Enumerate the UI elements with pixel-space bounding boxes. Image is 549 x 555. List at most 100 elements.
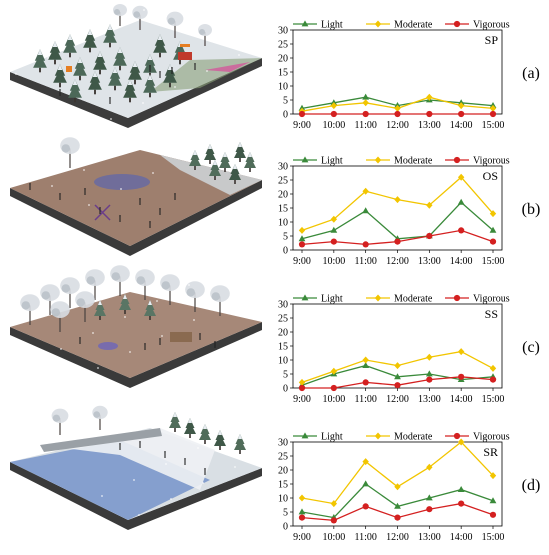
y-tick-label: 0 bbox=[283, 246, 288, 257]
data-point bbox=[298, 110, 306, 118]
x-tick-label: 14:00 bbox=[450, 256, 473, 267]
pine-tree-icon bbox=[184, 418, 196, 438]
legend-label: Moderate bbox=[394, 20, 433, 31]
series-vigorous bbox=[298, 373, 497, 392]
legend-label: Light bbox=[321, 20, 343, 31]
x-tick-label: 15:00 bbox=[482, 120, 505, 131]
legend-item-moderate: Moderate bbox=[366, 156, 433, 167]
bare-tree-icon bbox=[75, 291, 95, 322]
data-point bbox=[394, 110, 401, 118]
y-tick-label: 25 bbox=[278, 40, 288, 51]
pine-tree-icon bbox=[204, 144, 216, 164]
x-tick-label: 14:00 bbox=[450, 394, 473, 405]
data-point bbox=[489, 238, 497, 245]
x-tick-label: 12:00 bbox=[386, 394, 409, 405]
bare-tree-icon bbox=[60, 137, 80, 168]
data-point bbox=[394, 514, 401, 521]
bare-tree-icon bbox=[210, 285, 230, 316]
legend-label: Vigorous bbox=[473, 156, 510, 167]
data-point bbox=[489, 364, 497, 372]
chart-4: 0 5 10 15 20 25 30 9:00 10:00 11:00 12:00 13:00 14:0… bbox=[278, 432, 540, 544]
pine-tree-icon bbox=[234, 142, 246, 162]
data-point bbox=[394, 104, 401, 112]
x-tick-label: 9:00 bbox=[293, 394, 311, 405]
series-line bbox=[301, 176, 494, 232]
chart-2: 0 5 10 15 20 25 30 9:00 10:00 11:00 12:00 13:00 14:0… bbox=[278, 156, 540, 268]
x-tick-label: 12:00 bbox=[386, 532, 409, 543]
pine-tree-icon bbox=[93, 51, 107, 75]
legend-label: Moderate bbox=[394, 432, 433, 443]
y-tick-label: 10 bbox=[278, 356, 288, 367]
pine-tree-icon bbox=[189, 150, 201, 170]
data-point bbox=[298, 235, 306, 242]
series-moderate bbox=[298, 348, 497, 386]
legend-item-light: Light bbox=[293, 294, 343, 305]
bare-tree-icon bbox=[60, 277, 80, 308]
data-point bbox=[362, 379, 369, 386]
diorama-semi-open-grove bbox=[10, 265, 262, 388]
x-tick-label: 10:00 bbox=[322, 120, 345, 131]
legend-marker bbox=[453, 156, 461, 164]
legend-marker bbox=[301, 294, 309, 301]
series-line bbox=[301, 441, 494, 505]
y-tick-label: 30 bbox=[278, 300, 288, 311]
data-point bbox=[426, 506, 433, 513]
legend-label: Vigorous bbox=[473, 432, 510, 443]
slab-side bbox=[10, 180, 262, 256]
data-point bbox=[330, 110, 337, 118]
legend: Light Moderate Vigorous bbox=[293, 20, 510, 31]
data-point bbox=[394, 373, 401, 380]
data-point bbox=[458, 227, 465, 234]
data-point bbox=[489, 210, 497, 218]
legend-label: Light bbox=[321, 294, 343, 305]
x-tick-label: 13:00 bbox=[418, 120, 441, 131]
data-point bbox=[362, 458, 369, 466]
pine-tree-icon bbox=[143, 74, 157, 98]
people-icons bbox=[79, 333, 216, 350]
diorama-frozen-river-bank bbox=[10, 405, 262, 530]
data-point bbox=[489, 110, 497, 118]
bare-tree-icon bbox=[40, 284, 60, 315]
data-point bbox=[330, 500, 338, 508]
data-point bbox=[298, 378, 306, 386]
data-point bbox=[426, 376, 433, 383]
y-tick-label: 10 bbox=[278, 494, 288, 505]
data-point bbox=[458, 110, 465, 118]
pine-tree-icon bbox=[119, 294, 131, 314]
data-point bbox=[458, 373, 465, 380]
y-tick-label: 10 bbox=[278, 218, 288, 229]
y-tick-label: 25 bbox=[278, 452, 288, 463]
data-point bbox=[457, 438, 465, 446]
data-point bbox=[298, 514, 306, 521]
space-code-label: SP bbox=[485, 33, 499, 47]
diorama-open-plaza bbox=[10, 137, 262, 256]
ground-surface bbox=[10, 292, 262, 378]
pine-tree-icon bbox=[108, 67, 122, 91]
y-tick-label: 15 bbox=[278, 480, 288, 491]
legend-marker bbox=[453, 294, 461, 302]
panel-label: (a) bbox=[522, 65, 540, 82]
y-tick-label: 15 bbox=[278, 204, 288, 215]
panel-label: (b) bbox=[522, 201, 541, 218]
pine-tree-icon bbox=[219, 152, 231, 172]
pine-tree-icon bbox=[163, 64, 177, 88]
y-tick-label: 5 bbox=[283, 96, 288, 107]
data-point bbox=[330, 102, 338, 110]
pine-tree-icon bbox=[94, 300, 106, 320]
data-point bbox=[362, 99, 369, 107]
x-tick-label: 15:00 bbox=[482, 394, 505, 405]
x-tick-label: 9:00 bbox=[293, 120, 311, 131]
diorama-snowy-pine-park bbox=[10, 4, 262, 128]
x-tick-label: 10:00 bbox=[322, 256, 345, 267]
data-point bbox=[330, 226, 338, 233]
data-point bbox=[394, 483, 401, 491]
pine-tree-icon bbox=[68, 79, 82, 103]
legend-label: Moderate bbox=[394, 156, 433, 167]
data-point bbox=[425, 494, 433, 501]
ice-rink bbox=[94, 174, 150, 190]
data-point bbox=[330, 238, 337, 245]
legend-item-moderate: Moderate bbox=[366, 294, 433, 305]
pine-tree-icon bbox=[53, 64, 67, 88]
